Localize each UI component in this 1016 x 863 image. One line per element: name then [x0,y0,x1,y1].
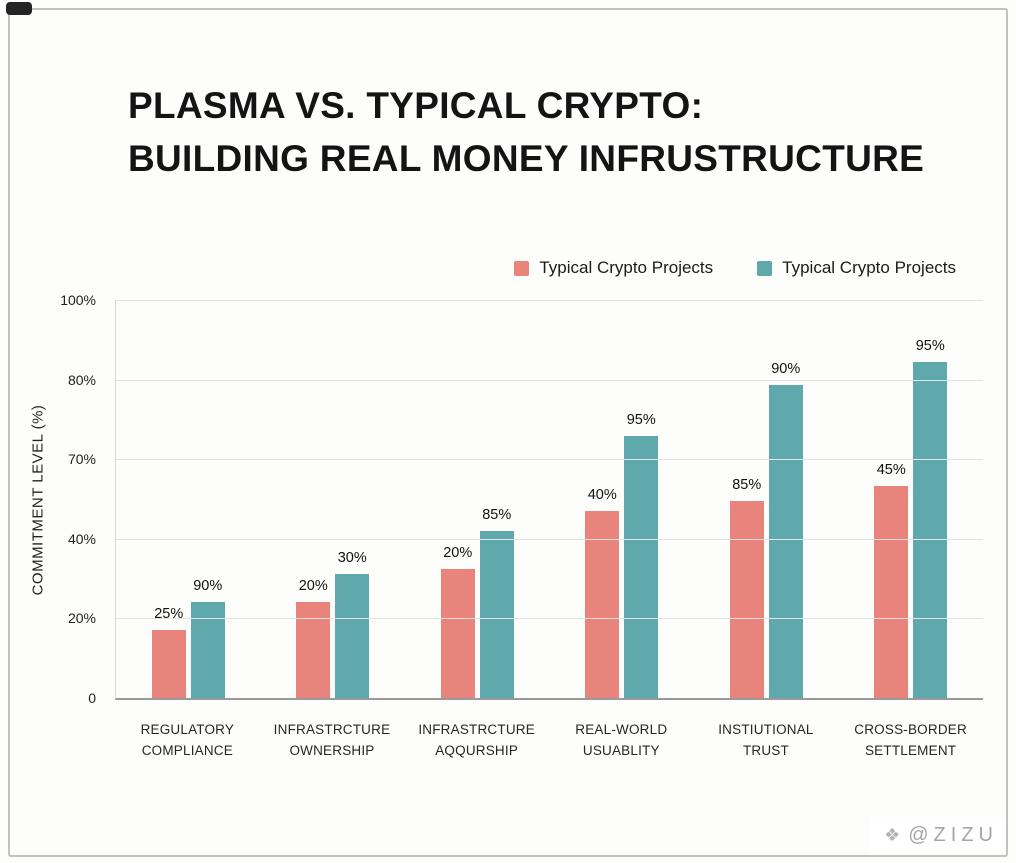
category-label-line: INSTIUTIONAL [718,722,814,737]
y-tick-label: 80% [67,371,96,388]
bar-value-label: 85% [482,506,512,523]
y-tick-label: 40% [67,530,96,547]
bar-value-label: 90% [771,360,801,377]
gridline [116,538,983,540]
bar-group: 20% 30% [261,300,406,698]
bar-group: 20% 85% [405,300,550,698]
chart-legend: Typical Crypto Projects Typical Crypto P… [514,258,956,278]
category-label-line: USUABLITY [582,742,660,758]
plot-area: 100% 80% 70% 40% 20% 0 25% 90% 20% 30% 20% 85% 40% 9… [60,292,983,706]
legend-swatch-teal [757,260,773,276]
category-label-line: INFRASTRCTURE [418,722,535,737]
bar-group: 40% 95% [550,300,695,698]
watermark-handle: @ZIZU [908,824,998,846]
bar: 85% [729,477,764,698]
bar: 20% [296,578,331,698]
bar: 95% [913,338,948,698]
bar-value-label: 20% [298,578,328,595]
bar-group: 85% 90% [694,300,839,698]
category-label-line: AQQURSHIP [435,742,519,758]
y-tick-label: 100% [60,292,96,308]
page-title-line2: BUILDING REAL MONEY INFRUSTRUCTURE [128,137,925,179]
category-label: INSTIUTIONAL TRUST [694,720,839,762]
page-title-line1: PLASMA VS. TYPICAL CRYPTO: [128,85,704,126]
gridline [116,618,983,620]
bar-value-label: 95% [915,337,945,354]
bar: 90% [768,361,803,698]
gridline [116,379,983,381]
category-label-line: CROSS-BORDER [854,722,967,737]
category-label-line: COMPLIANCE [141,742,233,758]
legend-swatch-salmon [514,260,530,276]
legend-label: Typical Crypto Projects [539,258,714,277]
category-label: REAL-WORLD USUABLITY [549,720,694,762]
category-label: CROSS-BORDER SETTLEMENT [838,720,983,762]
bar: 40% [585,487,620,698]
bar: 95% [624,412,659,698]
category-label-line: SETTLEMENT [864,742,957,758]
bar: 20% [440,545,475,698]
gridline [116,459,983,461]
bar-value-label: 95% [626,412,656,429]
category-label-line: REAL-WORLD [575,722,668,737]
bar-value-label: 85% [732,477,762,493]
bar-group: 25% 90% [116,300,261,698]
page-title: PLASMA VS. TYPICAL CRYPTO: BUILDING REAL… [128,80,924,185]
watermark: ❖ @ZIZU [870,818,1006,853]
legend-label: Typical Crypto Projects [782,258,956,277]
category-label: REGULATORY COMPLIANCE [115,720,260,762]
bar-value-label: 30% [337,549,367,566]
bar: 25% [151,606,186,698]
bar: 85% [479,507,514,698]
y-tick-label: 20% [67,610,96,627]
y-tick-label: 70% [67,451,96,468]
bar-chart: 100% 80% 70% 40% 20% 0 25% 90% 20% 30% 20% 85% 40% 9… [60,292,983,706]
bar-value-label: 25% [154,606,184,623]
legend-item-typical-crypto-2: Typical Crypto Projects [757,258,956,278]
bar: 30% [335,550,370,698]
category-label: INFRASTRCTURE OWNERSHIP [260,720,405,762]
category-label-line: TRUST [742,742,789,758]
category-labels: REGULATORY COMPLIANCE INFRASTRCTURE OWNERSH… [115,720,983,762]
category-label-line: OWNERSHIP [289,742,375,758]
gridline [116,300,983,301]
bar-value-label: 40% [587,486,617,503]
legend-item-typical-crypto-1: Typical Crypto Projects [514,258,713,278]
y-axis-ticks: 100% 80% 70% 40% 20% 0 [38,292,106,706]
bar: 45% [874,462,909,698]
bar-value-label: 45% [876,462,906,479]
bar-groups: 25% 90% 20% 30% 20% 85% 40% 95% 85% 90% 45% 95% [116,300,983,698]
bar-value-label: 20% [443,544,473,561]
category-label-line: REGULATORY [140,722,235,737]
y-tick-label: 0 [88,690,96,706]
corner-mark [6,2,32,15]
bar-group: 45% 95% [839,300,984,698]
category-label: INFRASTRCTURE AQQURSHIP [404,720,549,762]
bar: 90% [190,578,225,698]
bar-value-label: 90% [193,578,223,595]
category-label-line: INFRASTRCTURE [273,722,391,737]
diamond-icon: ❖ [884,825,901,845]
